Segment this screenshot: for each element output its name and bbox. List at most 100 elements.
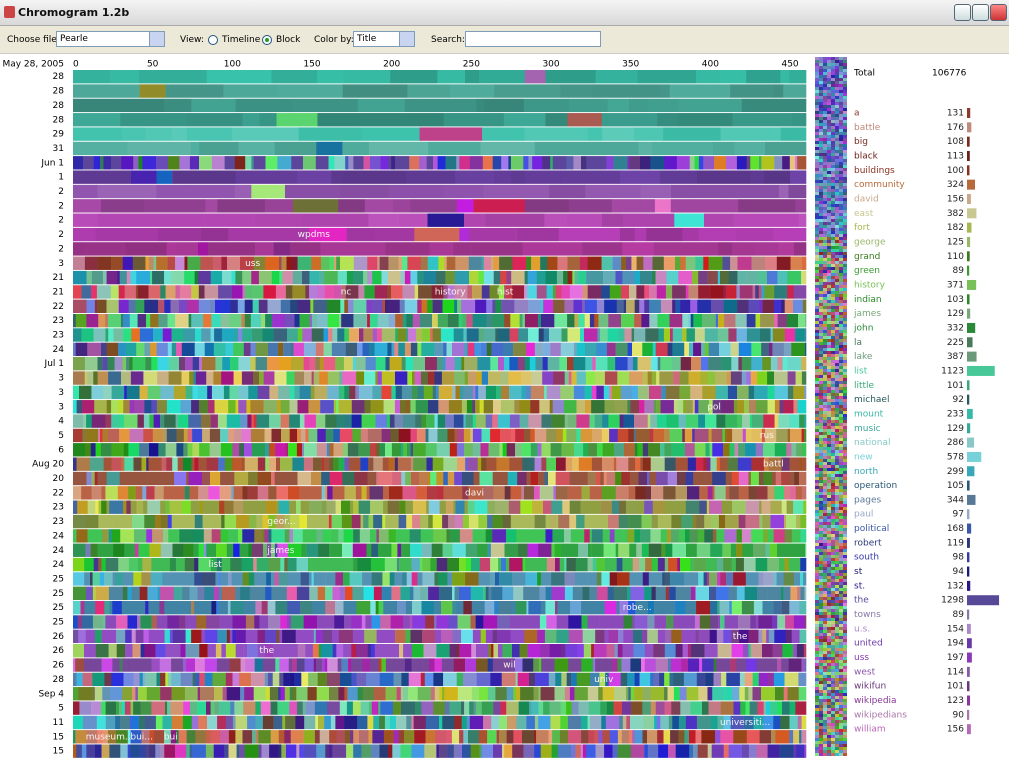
strip-cell [815, 375, 819, 378]
stripe [359, 730, 369, 744]
stripe [288, 543, 302, 557]
stripe [668, 744, 676, 758]
strip-cell [827, 135, 831, 138]
strip-cell [823, 438, 827, 441]
stripe [710, 299, 724, 313]
stripe [91, 285, 98, 299]
stripe [679, 371, 689, 385]
strip-cell [839, 78, 843, 81]
stripe [302, 328, 313, 342]
stripe [516, 715, 527, 730]
stripe [345, 156, 349, 170]
stripe [127, 586, 132, 600]
timeline-radio[interactable] [208, 35, 218, 45]
strip-cell [815, 462, 819, 465]
stripe [422, 557, 431, 572]
stripe [309, 285, 318, 299]
strip-cell [823, 243, 827, 246]
stripe [803, 572, 807, 586]
stripe [388, 156, 392, 170]
stripe [255, 242, 274, 256]
stripe [393, 701, 402, 715]
stripe [243, 600, 256, 615]
stripe [353, 256, 368, 270]
stripe [484, 600, 495, 615]
stripe [702, 658, 714, 672]
search-input[interactable] [465, 31, 601, 47]
stripe [524, 629, 538, 644]
stripe [681, 629, 694, 644]
stripe [454, 715, 462, 730]
stripe [764, 457, 769, 471]
block-radio[interactable] [262, 35, 272, 45]
minimize-button[interactable] [954, 4, 971, 21]
stripe [352, 629, 365, 644]
file-select[interactable]: Pearle [56, 31, 165, 47]
block-label: nc [341, 287, 352, 297]
stripe [564, 529, 572, 543]
stripe [602, 687, 615, 701]
stripe [227, 256, 241, 270]
strip-cell [815, 99, 819, 102]
stripe [265, 313, 273, 328]
stripe [84, 371, 88, 385]
stripe [564, 687, 571, 701]
stripe [758, 471, 764, 486]
stripe [209, 299, 216, 313]
stripe [671, 443, 686, 457]
stripe [322, 615, 335, 629]
stripe [519, 414, 529, 428]
stripe [101, 557, 106, 572]
stripe [534, 744, 542, 758]
color-by-select[interactable]: Title [353, 31, 415, 47]
stripe [73, 256, 86, 270]
strip-cell [819, 357, 823, 360]
stripe [279, 672, 284, 687]
stripe [93, 529, 103, 543]
stripe [112, 514, 116, 529]
stripe [510, 428, 516, 443]
stripe [611, 199, 656, 213]
stripe [436, 644, 450, 658]
strip-cell [839, 510, 843, 513]
strip-cell [839, 531, 843, 534]
row-date: 26 [53, 646, 65, 656]
stripe [195, 371, 207, 385]
stripe [483, 184, 550, 199]
strip-cell [843, 135, 847, 138]
stripe [197, 586, 205, 600]
strip-cell [831, 204, 835, 207]
strip-cell [831, 90, 835, 93]
stripe [151, 400, 158, 414]
x-tick-label: 0 [73, 60, 79, 70]
stripe [380, 701, 394, 715]
stripe [226, 543, 234, 557]
stripe [130, 270, 137, 285]
strip-cell [839, 543, 843, 546]
stripe [459, 557, 467, 572]
stripe [653, 644, 666, 658]
stripe [638, 400, 645, 414]
stripe [564, 371, 569, 385]
stripe [343, 572, 350, 586]
stripe [459, 156, 471, 170]
stripe [191, 572, 195, 586]
stripe [111, 443, 125, 457]
strip-cell [843, 474, 847, 477]
strip-cell [843, 228, 847, 231]
close-button[interactable] [990, 4, 1007, 21]
strip-cell [831, 114, 835, 117]
strip-cell [831, 78, 835, 81]
strip-cell [819, 387, 823, 390]
stripe [305, 428, 309, 443]
stripe [568, 615, 582, 629]
strip-cell [823, 405, 827, 408]
strip-cell [823, 78, 827, 81]
maximize-button[interactable] [972, 4, 989, 21]
stripe [466, 313, 473, 328]
strip-cell [827, 354, 831, 357]
stripe [672, 715, 680, 730]
strip-cell [831, 477, 835, 480]
stripe [373, 514, 383, 529]
stripe [73, 299, 87, 313]
